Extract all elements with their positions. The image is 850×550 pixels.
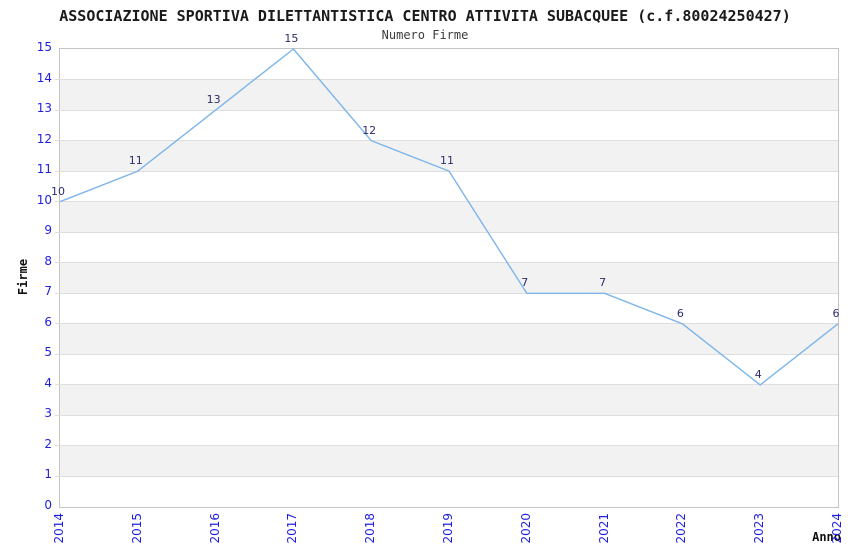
gridline	[55, 170, 838, 172]
gridline	[55, 140, 838, 142]
data-point-label: 7	[599, 276, 607, 290]
gridline	[55, 79, 838, 81]
data-point-label: 12	[362, 123, 377, 137]
y-tick-label: 10	[36, 192, 52, 207]
data-point-label: 7	[521, 276, 529, 290]
data-point-label: 11	[440, 154, 454, 168]
data-point-label: 6	[676, 306, 684, 320]
y-tick-label: 7	[44, 284, 52, 299]
data-point-label: 11	[128, 154, 143, 168]
data-point-label: 4	[754, 367, 762, 381]
x-tick-label: 2016	[207, 513, 222, 544]
y-tick-label: 5	[44, 345, 52, 360]
gridline	[55, 414, 838, 416]
gridline	[55, 262, 838, 264]
grid-band	[60, 262, 838, 294]
y-tick-label: 11	[36, 162, 52, 177]
grid-band	[60, 384, 838, 416]
y-tick-label: 3	[44, 406, 52, 421]
x-tick-label: 2024	[830, 513, 844, 544]
y-tick-label: 4	[44, 375, 52, 390]
gridline	[55, 353, 838, 355]
data-point-label: 6	[832, 306, 840, 320]
grid-band	[60, 445, 838, 477]
gridline	[55, 109, 838, 111]
x-tick-label: 2015	[129, 513, 144, 544]
data-point-label: 10	[51, 184, 65, 198]
gridline	[55, 231, 838, 233]
grid-band	[60, 323, 838, 355]
gridline	[55, 475, 838, 477]
data-point-label: 15	[284, 32, 299, 45]
gridline	[55, 292, 838, 294]
series-polyline	[59, 48, 839, 386]
grid-band	[60, 201, 838, 233]
y-tick-label: 8	[44, 253, 52, 268]
x-axis-label: Anno	[812, 530, 841, 544]
y-tick-label: 13	[36, 101, 52, 116]
grid-band	[60, 140, 838, 172]
x-tick-label: 2021	[596, 513, 611, 544]
gridline	[55, 445, 838, 447]
plot-area	[55, 48, 839, 508]
gridline	[55, 201, 838, 203]
y-tick-label: 12	[36, 131, 52, 146]
x-tick-label: 2014	[52, 513, 66, 544]
chart-subtitle: Numero Firme	[381, 28, 469, 42]
y-tick-label: 0	[44, 498, 52, 512]
y-tick-label: 2	[44, 436, 52, 451]
x-tick-label: 2022	[674, 513, 689, 544]
data-point-label: 13	[206, 93, 221, 107]
x-tick-label: 2019	[441, 513, 455, 544]
grid-band	[60, 79, 838, 111]
gridline	[55, 323, 838, 325]
gridline	[55, 384, 838, 386]
x-tick-label: 2020	[518, 513, 533, 544]
y-tick-label: 14	[36, 70, 52, 85]
x-tick-label: 2017	[285, 513, 300, 544]
y-tick-label: 9	[44, 223, 52, 238]
x-tick-label: 2018	[363, 513, 378, 544]
x-tick-label: 2023	[752, 513, 767, 544]
line-series	[59, 48, 839, 386]
y-tick-label: 15	[36, 40, 52, 54]
y-tick-label: 1	[44, 467, 52, 482]
y-tick-label: 6	[44, 314, 52, 329]
chart-title: ASSOCIAZIONE SPORTIVA DILETTANTISTICA CE…	[59, 7, 791, 25]
